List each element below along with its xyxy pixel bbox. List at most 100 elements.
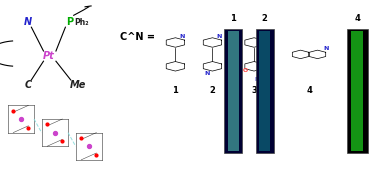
Bar [228, 107, 239, 109]
Bar [259, 57, 270, 59]
Bar [259, 123, 270, 125]
Bar [351, 39, 363, 41]
Bar [228, 129, 239, 131]
Point [25, 126, 31, 129]
Bar [351, 145, 363, 147]
Bar [351, 133, 363, 135]
Bar [228, 83, 239, 85]
Bar [228, 55, 239, 57]
Text: 1: 1 [172, 86, 178, 95]
Bar [259, 33, 270, 35]
Bar [228, 137, 239, 139]
Bar [228, 81, 239, 83]
Bar [259, 69, 270, 71]
Bar [228, 31, 239, 33]
Bar [228, 63, 239, 65]
Bar [228, 89, 239, 91]
Bar [228, 77, 239, 79]
Bar [259, 55, 270, 57]
Bar [351, 67, 363, 69]
Bar [259, 49, 270, 51]
Bar [351, 69, 363, 71]
Bar [228, 75, 239, 77]
Bar [228, 101, 239, 103]
Bar [259, 83, 270, 85]
Bar [259, 73, 270, 75]
Bar [259, 65, 270, 67]
Bar [228, 105, 239, 107]
Bar [351, 77, 363, 79]
Text: N: N [217, 34, 222, 39]
Bar [351, 35, 363, 37]
Bar [228, 123, 239, 125]
Bar [351, 85, 363, 87]
Bar [259, 117, 270, 119]
Bar [351, 51, 363, 53]
Bar [228, 123, 239, 125]
Text: Ph₂: Ph₂ [74, 18, 88, 27]
Bar [259, 129, 270, 131]
Bar [351, 131, 363, 133]
Bar [228, 61, 239, 63]
Bar [351, 149, 363, 151]
Bar [259, 75, 270, 77]
Bar [259, 133, 270, 135]
Point [59, 140, 65, 142]
Bar [351, 115, 363, 117]
Bar [259, 55, 270, 57]
Bar [228, 37, 239, 39]
Bar [351, 107, 363, 109]
Bar [259, 127, 270, 129]
Text: P: P [67, 17, 73, 27]
Bar [228, 75, 239, 77]
Bar [351, 113, 363, 115]
Bar [228, 91, 239, 93]
Bar [228, 77, 239, 79]
Bar [259, 103, 270, 105]
Bar [228, 113, 239, 115]
Bar [351, 77, 363, 79]
Bar [259, 111, 270, 113]
Bar [259, 95, 270, 97]
Bar [228, 117, 239, 119]
Bar [351, 53, 363, 55]
Text: C^N =: C^N = [121, 32, 155, 42]
Bar [351, 129, 363, 131]
Bar [259, 39, 270, 41]
Bar [259, 51, 270, 53]
Bar [351, 111, 363, 113]
Bar [351, 111, 363, 113]
Bar [259, 45, 270, 47]
Bar [228, 71, 239, 73]
Bar [224, 29, 242, 153]
Bar [259, 123, 270, 125]
Bar [228, 139, 239, 141]
Bar [228, 143, 239, 145]
Bar [351, 103, 363, 105]
Bar [228, 63, 239, 65]
Bar [228, 111, 239, 113]
Bar [351, 35, 363, 37]
Bar [228, 131, 239, 133]
Bar [228, 141, 239, 143]
Bar [351, 45, 363, 47]
Bar [259, 127, 270, 129]
Bar [351, 123, 363, 125]
Bar [228, 97, 239, 99]
Bar [228, 35, 239, 37]
Bar [351, 65, 363, 67]
Bar [259, 47, 270, 49]
Bar [228, 57, 239, 59]
Bar [259, 107, 270, 109]
Bar [228, 47, 239, 49]
Bar [259, 71, 270, 73]
Bar [228, 61, 239, 63]
Bar [228, 103, 239, 105]
Bar [259, 143, 270, 145]
Bar [351, 45, 363, 47]
Bar [259, 89, 270, 91]
Bar [351, 91, 363, 93]
Bar [228, 145, 239, 147]
Bar [228, 51, 239, 53]
Text: N: N [24, 17, 33, 27]
